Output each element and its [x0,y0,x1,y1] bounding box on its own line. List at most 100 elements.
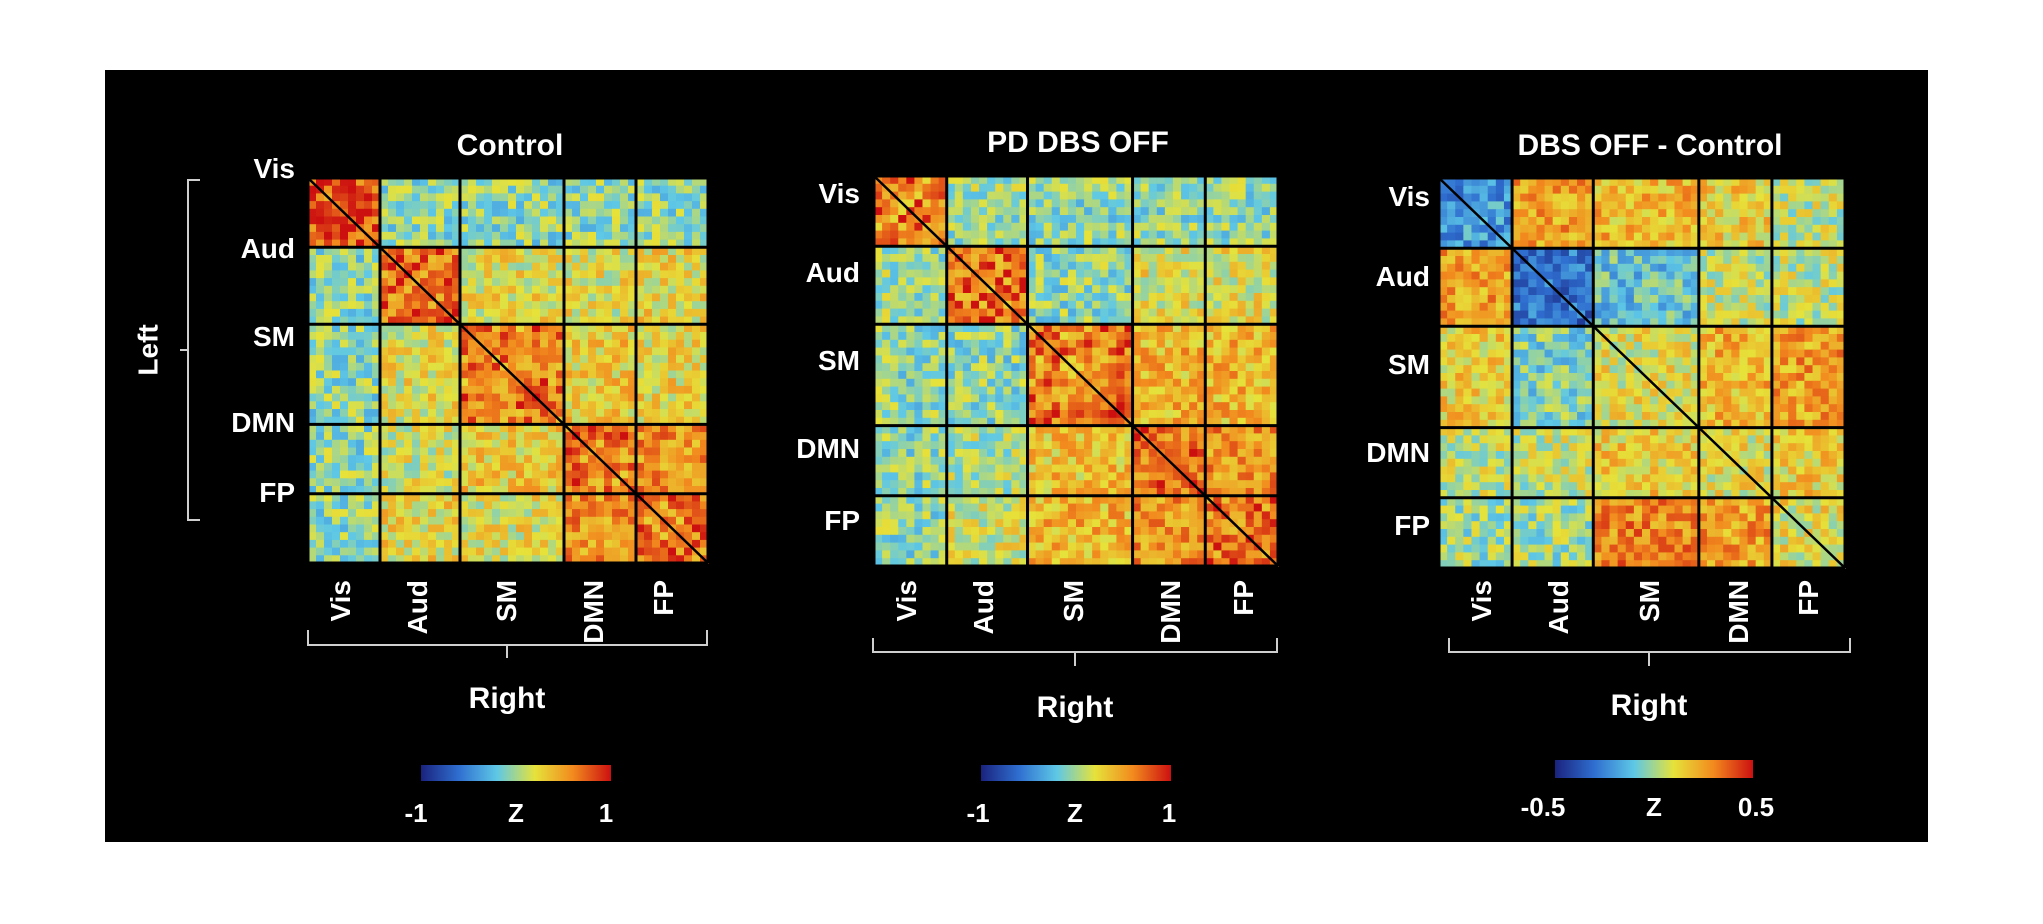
heatmap-cell [1156,371,1166,380]
heatmap-cell [596,201,605,210]
heatmap-cell [962,417,972,427]
heatmap-cell [452,262,461,271]
heatmap-cell [372,255,381,264]
heatmap-cell [1132,386,1142,395]
heatmap-cell [388,509,397,518]
heatmap-cell [428,339,437,348]
heatmap-cell [906,230,915,239]
heatmap-cell [532,455,541,464]
heatmap-cell [962,199,972,208]
heatmap-cell [372,455,381,464]
heatmap-cell [914,183,924,193]
heatmap-cell [548,470,557,479]
heatmap-cell [460,201,469,210]
heatmap-cell [332,555,341,564]
heatmap-cell [668,347,677,356]
heatmap-cell [995,269,1004,278]
heatmap-cell [1076,363,1085,372]
heatmap-cell [676,493,685,502]
heatmap-cell [1172,238,1182,247]
heatmap-cell [676,455,685,464]
heatmap-cell [1253,417,1263,427]
heatmap-cell [556,547,565,556]
heatmap-cell [540,178,549,187]
heatmap-cell [564,316,573,325]
heatmap-cell [548,316,557,325]
heatmap-cell [954,441,964,450]
heatmap-cell [644,324,653,333]
heatmap-cell [938,183,948,193]
heatmap-cell [340,216,349,225]
heatmap-cell [404,455,413,464]
heatmap-cell [516,255,525,264]
heatmap-cell [1019,378,1029,388]
heatmap-cell [1116,191,1126,200]
heatmap-cell [1181,230,1190,239]
heatmap-cell [524,547,533,556]
heatmap-cell [380,324,389,333]
heatmap-cell [564,293,573,302]
heatmap-cell [1148,417,1158,427]
heatmap-cell [1003,191,1012,200]
heatmap-cell [412,439,421,449]
heatmap-cell [692,262,701,271]
heatmap-cell [340,385,349,395]
heatmap-cell [532,178,541,187]
heatmap-cell [1011,550,1021,559]
heatmap-cell [1237,417,1247,427]
heatmap-cell [332,547,341,556]
heatmap-cell [700,285,709,295]
heatmap-cell [524,185,533,194]
heatmap-cell [316,332,325,341]
heatmap-cell [1067,527,1077,536]
heatmap-cell [604,370,613,379]
heatmap-cell [436,401,445,410]
heatmap-cell [572,224,581,233]
heatmap-cell [420,224,429,233]
heatmap-cell [492,447,501,456]
heatmap-cell [436,185,445,194]
heatmap-cell [436,385,445,395]
heatmap-cell [476,285,485,295]
heatmap-cell [436,370,445,379]
heatmap-cell [1229,433,1239,442]
heatmap-cell [954,277,964,286]
heatmap-cell [1003,542,1012,551]
heatmap-cell [1019,441,1029,450]
heatmap-cell [1237,472,1247,481]
heatmap-cell [1059,324,1069,333]
heatmap-cell [572,316,581,325]
heatmap-cell [348,208,357,218]
heatmap-cell [588,370,597,379]
heatmap-cell [874,300,883,310]
heatmap-cell [460,393,469,402]
heatmap-cell [1019,300,1029,310]
heatmap-cell [1108,183,1117,193]
heatmap-cell [930,402,940,411]
heatmap-cell [308,201,317,210]
heatmap-cell [636,231,645,241]
heatmap-cell [332,539,341,549]
heatmap-cell [380,332,389,341]
heatmap-cell [316,231,325,241]
heatmap-cell [612,555,621,564]
heatmap-cell [524,416,533,425]
heatmap-cell [324,393,333,402]
heatmap-cell [1245,277,1255,286]
heatmap-cell [954,230,964,239]
heatmap-cell [930,215,940,224]
heatmap-cell [652,216,661,225]
heatmap-cell [540,293,549,302]
heatmap-cell [979,386,988,395]
heatmap-cell [922,488,932,497]
heatmap-cell [946,386,956,395]
heatmap-cell [1269,261,1279,271]
heatmap-cell [652,532,661,541]
heatmap-cell [995,261,1004,271]
heatmap-cell [1181,386,1190,395]
heatmap-cell [1100,417,1109,427]
heatmap-cell [995,254,1004,263]
heatmap-cell [540,224,549,233]
heatmap-cell [340,301,349,310]
heatmap-cell [404,262,413,271]
